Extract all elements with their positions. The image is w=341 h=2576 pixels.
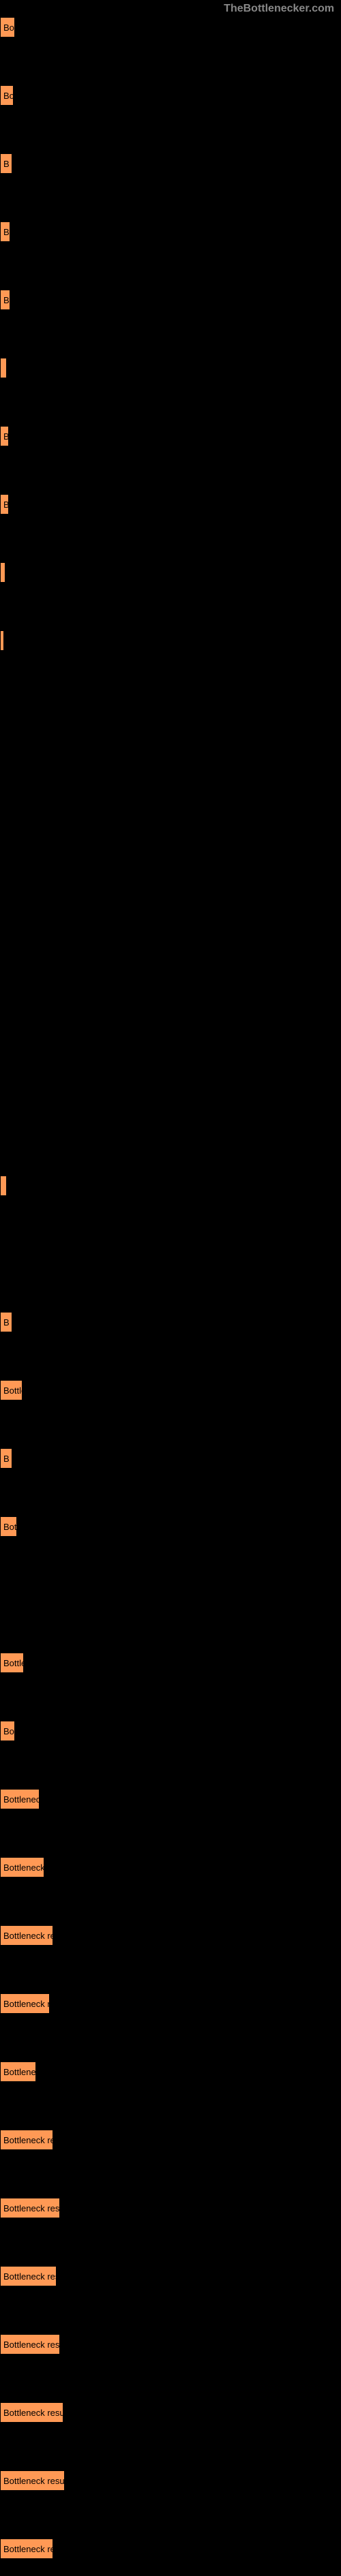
bar-row: Bottleneck res	[0, 2539, 341, 2559]
bar-row	[0, 835, 341, 855]
bar-row	[0, 1039, 341, 1060]
bar	[0, 562, 5, 583]
bar-row	[0, 1244, 341, 1264]
bar-row: Bottlened	[0, 2061, 341, 2082]
bar-row: Bottleneck re	[0, 1993, 341, 2014]
bar: B	[0, 290, 10, 310]
bar	[0, 358, 7, 378]
bar-row: B	[0, 153, 341, 174]
bar-row: B	[0, 494, 341, 515]
bar-row: B	[0, 426, 341, 446]
bar: Bottleneck resul	[0, 2334, 60, 2355]
bar: Bottleneck r	[0, 1857, 44, 1877]
bar: Bot	[0, 1516, 17, 1537]
bar-row	[0, 562, 341, 583]
bar-row	[0, 971, 341, 992]
chart-container: TheBottlenecker.com BoBoBBBBB|BBottleBBo…	[0, 0, 341, 2576]
bar: B	[0, 494, 9, 515]
bar-row: Bottleneck res	[0, 1925, 341, 1946]
bar: |	[0, 630, 4, 651]
bar-row: B	[0, 290, 341, 310]
bar: Bottleneck res	[0, 2130, 53, 2150]
bar-row: Bottleneck res	[0, 2130, 341, 2150]
bar-row: Bottleneck resu	[0, 2266, 341, 2286]
bar: Bo	[0, 85, 14, 106]
bar-row	[0, 1584, 341, 1605]
bar-row	[0, 1176, 341, 1196]
bar-row: Bottleneck result	[0, 2402, 341, 2423]
bar-row: Bo	[0, 85, 341, 106]
bar-row: Bottleneck r	[0, 1857, 341, 1877]
bars-area: Bo Bo B B B B B | B Bottle B Bot Bottle Bo Bottleneck B…	[0, 0, 341, 2576]
bar-row: Bottleneck	[0, 1789, 341, 1809]
watermark: TheBottlenecker.com	[224, 3, 334, 15]
bar: Bottleneck result	[0, 2402, 63, 2423]
bar-row: Bottleneck resul	[0, 2198, 341, 2218]
bar-row	[0, 767, 341, 787]
bar-row: Bo	[0, 1721, 341, 1741]
bar: B	[0, 1312, 12, 1332]
bar: Bottleneck res	[0, 2539, 53, 2559]
bar-row: Bo	[0, 17, 341, 37]
bar: Bottle	[0, 1380, 23, 1400]
bar	[0, 1176, 7, 1196]
bar: Bottlened	[0, 2061, 36, 2082]
bar-row	[0, 358, 341, 378]
bar-row: Bottleneck resul	[0, 2334, 341, 2355]
bar: Bottleneck resul	[0, 2198, 60, 2218]
bar-row: B	[0, 1312, 341, 1332]
bar: Bo	[0, 17, 15, 37]
bar-row: |	[0, 630, 341, 651]
bar: B	[0, 221, 10, 242]
bar-row	[0, 699, 341, 719]
bar: Bottleneck result	[0, 2470, 65, 2491]
bar: B	[0, 153, 12, 174]
bar-row	[0, 1107, 341, 1128]
bar: Bo	[0, 1721, 15, 1741]
bar-row: Bottle	[0, 1653, 341, 1673]
bar: Bottleneck	[0, 1789, 40, 1809]
bar-row: B	[0, 1448, 341, 1469]
bar-row: Bot	[0, 1516, 341, 1537]
bar-row	[0, 903, 341, 923]
bar-row: Bottleneck result	[0, 2470, 341, 2491]
bar: Bottleneck res	[0, 1925, 53, 1946]
bar: Bottleneck resu	[0, 2266, 57, 2286]
bar-row: B	[0, 221, 341, 242]
bar: Bottle	[0, 1653, 24, 1673]
bar: Bottleneck re	[0, 1993, 50, 2014]
bar: B	[0, 1448, 12, 1469]
bar-row: Bottle	[0, 1380, 341, 1400]
bar: B	[0, 426, 9, 446]
